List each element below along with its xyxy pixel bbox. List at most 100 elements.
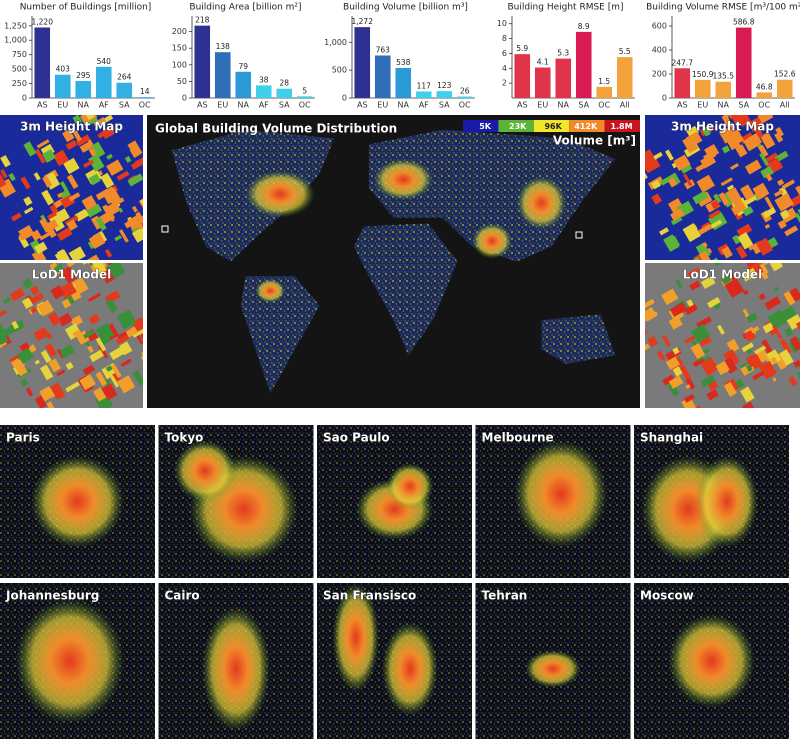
building xyxy=(125,326,138,338)
building xyxy=(668,172,681,186)
building xyxy=(689,280,701,291)
building xyxy=(39,364,54,381)
x-tick-label: NA xyxy=(78,101,90,110)
building xyxy=(18,224,35,241)
building xyxy=(747,116,764,133)
building xyxy=(700,357,719,376)
building xyxy=(687,416,698,424)
building xyxy=(119,341,133,356)
building xyxy=(701,126,711,137)
bar xyxy=(514,54,531,98)
building xyxy=(700,374,716,388)
bar xyxy=(34,27,51,99)
bar xyxy=(214,52,231,98)
x-tick-label: OC xyxy=(299,101,311,110)
building xyxy=(743,194,758,206)
y-tick-label: 250 xyxy=(12,79,27,88)
building xyxy=(715,360,730,375)
building xyxy=(679,364,692,381)
building xyxy=(645,343,650,352)
building xyxy=(784,327,794,338)
building xyxy=(756,237,774,256)
building xyxy=(102,204,114,219)
building xyxy=(45,332,53,340)
city-label: Tehran xyxy=(482,589,528,603)
building xyxy=(30,229,42,241)
building xyxy=(700,154,717,169)
building xyxy=(672,366,683,377)
y-tick-label: 750 xyxy=(12,50,27,59)
building xyxy=(651,179,661,190)
urban-area xyxy=(525,650,581,688)
building xyxy=(112,372,121,382)
panel xyxy=(634,583,789,739)
x-tick-label: AS xyxy=(357,101,368,110)
inset-label: LoD1 Model xyxy=(32,268,111,282)
continent-texture xyxy=(354,223,458,356)
x-tick-label: AS xyxy=(197,101,208,110)
x-tick-label: SA xyxy=(578,101,589,110)
building xyxy=(764,223,771,229)
building xyxy=(130,159,143,170)
building xyxy=(72,115,83,125)
building xyxy=(129,146,140,159)
building xyxy=(665,235,680,250)
x-tick-label: AS xyxy=(37,101,48,110)
chart-title: Building Volume RMSE [m³/100 m²] xyxy=(646,3,800,13)
legend-swatch xyxy=(569,120,605,132)
building xyxy=(9,354,20,363)
building xyxy=(95,371,108,387)
building xyxy=(665,356,680,370)
building xyxy=(682,222,701,243)
building xyxy=(41,189,55,206)
building xyxy=(681,396,697,408)
building xyxy=(50,285,65,300)
x-tick-label: NA xyxy=(238,101,250,110)
building xyxy=(647,335,658,347)
x-tick-label: EU xyxy=(217,101,228,110)
building xyxy=(97,131,106,139)
building xyxy=(740,386,755,403)
value-label: 28 xyxy=(279,79,289,88)
building xyxy=(104,248,113,258)
urban-area xyxy=(668,614,755,708)
building xyxy=(36,139,50,149)
building xyxy=(761,339,773,354)
building xyxy=(2,296,12,304)
building xyxy=(0,330,9,346)
y-tick-label: 200 xyxy=(172,27,187,36)
legend-label: 96K xyxy=(544,122,562,131)
continent-texture xyxy=(541,314,616,364)
building xyxy=(775,126,784,138)
building xyxy=(794,212,800,226)
building xyxy=(83,254,102,260)
map-bg xyxy=(645,263,800,408)
building xyxy=(68,192,81,202)
building xyxy=(758,293,767,301)
building xyxy=(730,163,739,171)
building xyxy=(63,157,80,175)
building xyxy=(88,232,106,250)
x-tick-label: EU xyxy=(697,101,708,110)
building xyxy=(136,335,143,345)
x-tick-label: AF xyxy=(419,101,429,110)
panel xyxy=(0,263,143,408)
city-label: Paris xyxy=(6,431,40,445)
urban-area xyxy=(514,440,608,548)
y-tick-label: 1,250 xyxy=(4,21,27,30)
building xyxy=(132,370,143,386)
hotspot xyxy=(245,170,315,218)
building xyxy=(18,351,24,357)
building xyxy=(645,149,655,162)
building xyxy=(757,115,774,124)
building xyxy=(667,382,680,397)
building xyxy=(796,371,800,380)
building xyxy=(726,338,740,353)
building xyxy=(776,178,785,186)
value-label: 117 xyxy=(417,81,432,90)
building xyxy=(131,205,138,213)
building xyxy=(672,347,680,355)
building xyxy=(692,190,709,205)
y-tick-label: 600 xyxy=(652,22,667,31)
building xyxy=(36,299,54,317)
